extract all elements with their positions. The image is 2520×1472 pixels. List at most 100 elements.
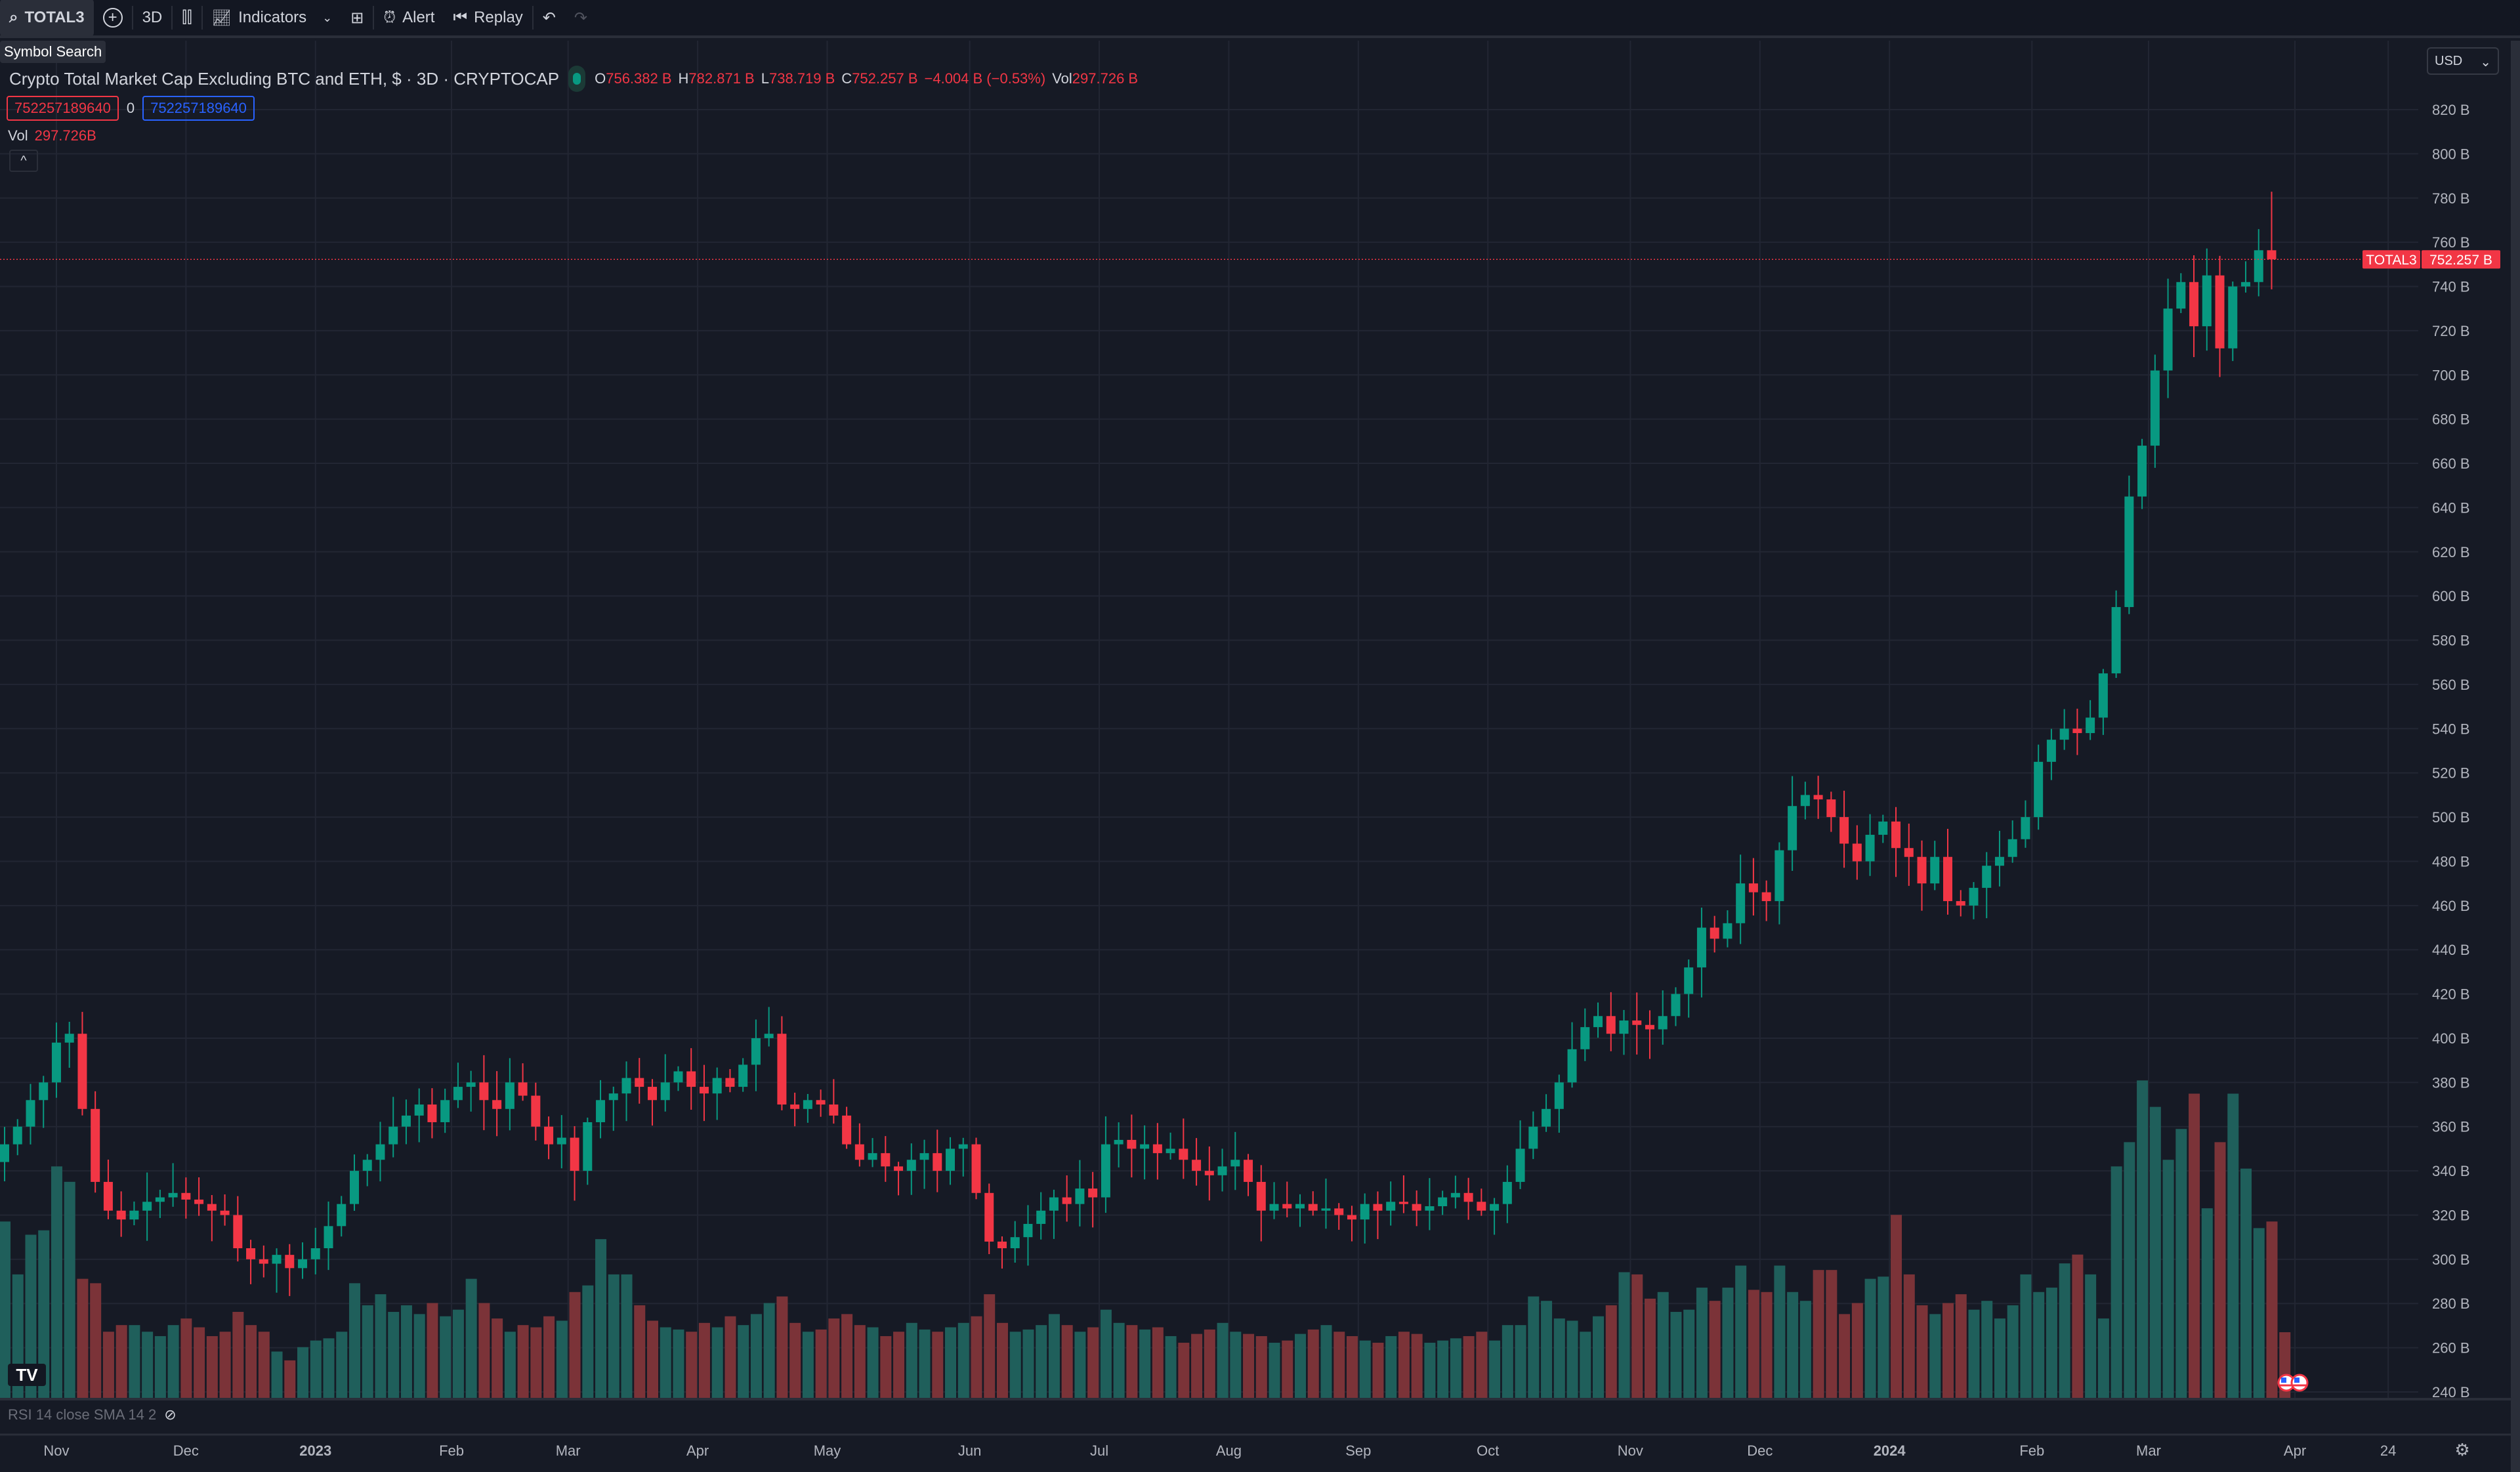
volume-bar xyxy=(90,1283,102,1398)
candle xyxy=(492,1071,502,1137)
candle xyxy=(1813,776,1823,819)
volume-bar xyxy=(2097,1318,2109,1398)
volume-bar xyxy=(1593,1316,1605,1398)
volume-bar xyxy=(1839,1314,1851,1398)
volume-bar xyxy=(388,1312,400,1398)
volume-bar xyxy=(1126,1325,1138,1398)
candle xyxy=(1244,1154,1253,1196)
value-box-red[interactable]: 752257189640 xyxy=(7,96,119,121)
candle xyxy=(1166,1132,1175,1160)
candle xyxy=(958,1137,968,1177)
volume-bar xyxy=(2110,1166,2122,1398)
volume-bar xyxy=(1269,1343,1280,1398)
candle xyxy=(246,1240,256,1284)
volume-bar xyxy=(1683,1309,1695,1398)
alert-button[interactable]: ⏰︎ Alert xyxy=(383,9,435,26)
y-tick-label: 740 B xyxy=(2432,279,2470,295)
candle xyxy=(1101,1116,1110,1213)
volume-bar xyxy=(64,1181,75,1398)
eye-off-icon[interactable]: ⊘ xyxy=(164,1406,177,1423)
volume-bar xyxy=(660,1327,671,1398)
value-box-blue[interactable]: 752257189640 xyxy=(142,96,255,121)
compare-button[interactable]: + xyxy=(94,0,132,37)
volume-bar xyxy=(478,1303,490,1398)
right-scrollbar[interactable] xyxy=(2511,41,2520,1472)
candle xyxy=(686,1048,696,1110)
volume-bar xyxy=(867,1327,879,1398)
volume-bar xyxy=(1916,1305,1928,1398)
currency-select[interactable]: USD ⌄ xyxy=(2427,47,2499,75)
volume-bar xyxy=(1255,1335,1267,1398)
rsi-pane-label[interactable]: RSI 14 close SMA 14 2 ⊘ xyxy=(8,1406,177,1423)
candle xyxy=(1140,1125,1150,1180)
time-axis[interactable] xyxy=(0,1436,2511,1472)
rsi-pane[interactable] xyxy=(0,1400,2511,1433)
volume-bar xyxy=(608,1274,620,1398)
volume-bar xyxy=(427,1303,438,1398)
volume-bar xyxy=(310,1340,322,1398)
volume-bar xyxy=(1450,1338,1461,1398)
volume-bar xyxy=(2201,1208,2213,1398)
layout-button[interactable]: ⊞ xyxy=(341,0,373,37)
candle xyxy=(1438,1190,1448,1215)
candle xyxy=(1671,987,1681,1026)
volume-bar xyxy=(232,1312,244,1398)
candle xyxy=(738,1058,748,1092)
volume-bar xyxy=(686,1332,698,1398)
candle xyxy=(51,1022,61,1098)
candle xyxy=(2163,278,2173,398)
x-tick-label: Sep xyxy=(1345,1442,1371,1459)
volume-bar xyxy=(1644,1298,1656,1398)
symbol-title[interactable]: Crypto Total Market Cap Excluding BTC an… xyxy=(9,68,560,89)
candle xyxy=(1696,907,1706,998)
us-flag-event-icon[interactable] xyxy=(2290,1374,2309,1392)
volume-bar xyxy=(1411,1334,1423,1398)
interval-button[interactable]: 3D xyxy=(142,9,163,26)
volume-bar xyxy=(971,1316,982,1398)
volume-bar xyxy=(1061,1325,1073,1398)
volume-bar xyxy=(1722,1288,1734,1398)
volume-bar xyxy=(362,1305,373,1398)
volume-bar xyxy=(1528,1296,1540,1398)
candle xyxy=(1463,1177,1473,1220)
volume-bar xyxy=(738,1325,749,1398)
redo-button[interactable]: ↷ xyxy=(565,0,597,37)
candle xyxy=(337,1196,346,1237)
collapse-legend-button[interactable]: ^ xyxy=(9,150,38,172)
volume-bar xyxy=(1696,1288,1708,1398)
volume-bar xyxy=(1761,1292,1773,1398)
candle xyxy=(816,1089,826,1117)
candle xyxy=(259,1245,268,1278)
candle xyxy=(1943,829,1952,915)
y-tick-label: 320 B xyxy=(2432,1207,2470,1223)
y-tick-label: 600 B xyxy=(2432,588,2470,604)
volume-bar xyxy=(258,1332,270,1398)
y-tick-label: 540 B xyxy=(2432,721,2470,737)
volume-bar xyxy=(2253,1228,2265,1398)
candle xyxy=(505,1058,514,1131)
x-tick-label: Mar xyxy=(556,1442,581,1459)
volume-bar xyxy=(492,1318,503,1398)
volume-bar xyxy=(102,1332,114,1398)
undo-button[interactable]: ↶ xyxy=(534,0,565,37)
volume-bar xyxy=(271,1351,283,1398)
gear-icon[interactable]: ⚙ xyxy=(2454,1440,2469,1460)
chevron-down-icon[interactable]: ⌄ xyxy=(322,11,333,24)
volume-bar xyxy=(1152,1327,1164,1398)
volume-bar xyxy=(219,1332,231,1398)
chevron-down-icon: ⌄ xyxy=(2480,55,2491,70)
candle xyxy=(596,1080,606,1139)
volume-bar xyxy=(789,1322,801,1398)
candle xyxy=(142,1172,152,1241)
replay-button[interactable]: ⏮︎ Replay xyxy=(453,9,523,26)
volume-bar xyxy=(556,1320,568,1398)
symbol-search-button[interactable]: ⌕ TOTAL3 xyxy=(0,0,94,37)
y-tick-label: 460 B xyxy=(2432,898,2470,914)
indicators-button[interactable]: 📈︎ Indicators ⌄ xyxy=(211,9,333,27)
volume-bar xyxy=(996,1322,1008,1398)
chart-type-button[interactable]: ⫿⫿ xyxy=(173,0,201,37)
candle xyxy=(2241,261,2251,293)
candle xyxy=(285,1244,295,1296)
tradingview-logo[interactable]: TV xyxy=(8,1364,46,1386)
